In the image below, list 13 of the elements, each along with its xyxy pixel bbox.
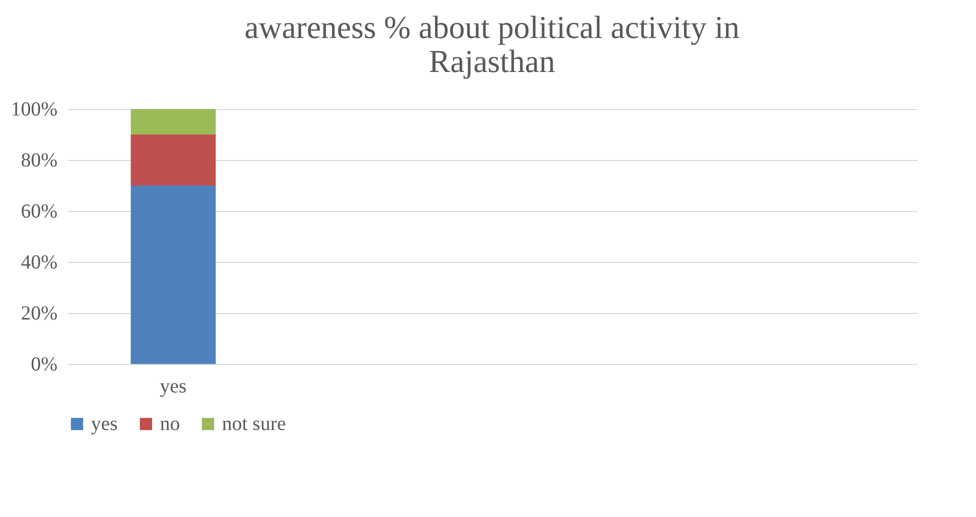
bar [130,109,216,134]
legend-label: yes [91,413,118,435]
y-tick-label: 60% [20,200,58,222]
bar [130,186,216,364]
y-tick-label: 20% [20,302,58,324]
y-tick-label: 100% [10,98,58,120]
legend-label: not sure [222,413,286,435]
chart-title: awareness % about political activity in Rajasthan [244,9,740,79]
y-tick-label: 80% [20,150,58,172]
y-tick-label: 0% [30,354,58,376]
y-tick-label: 40% [20,252,58,274]
bar [130,134,216,186]
legend-label: no [160,413,180,435]
